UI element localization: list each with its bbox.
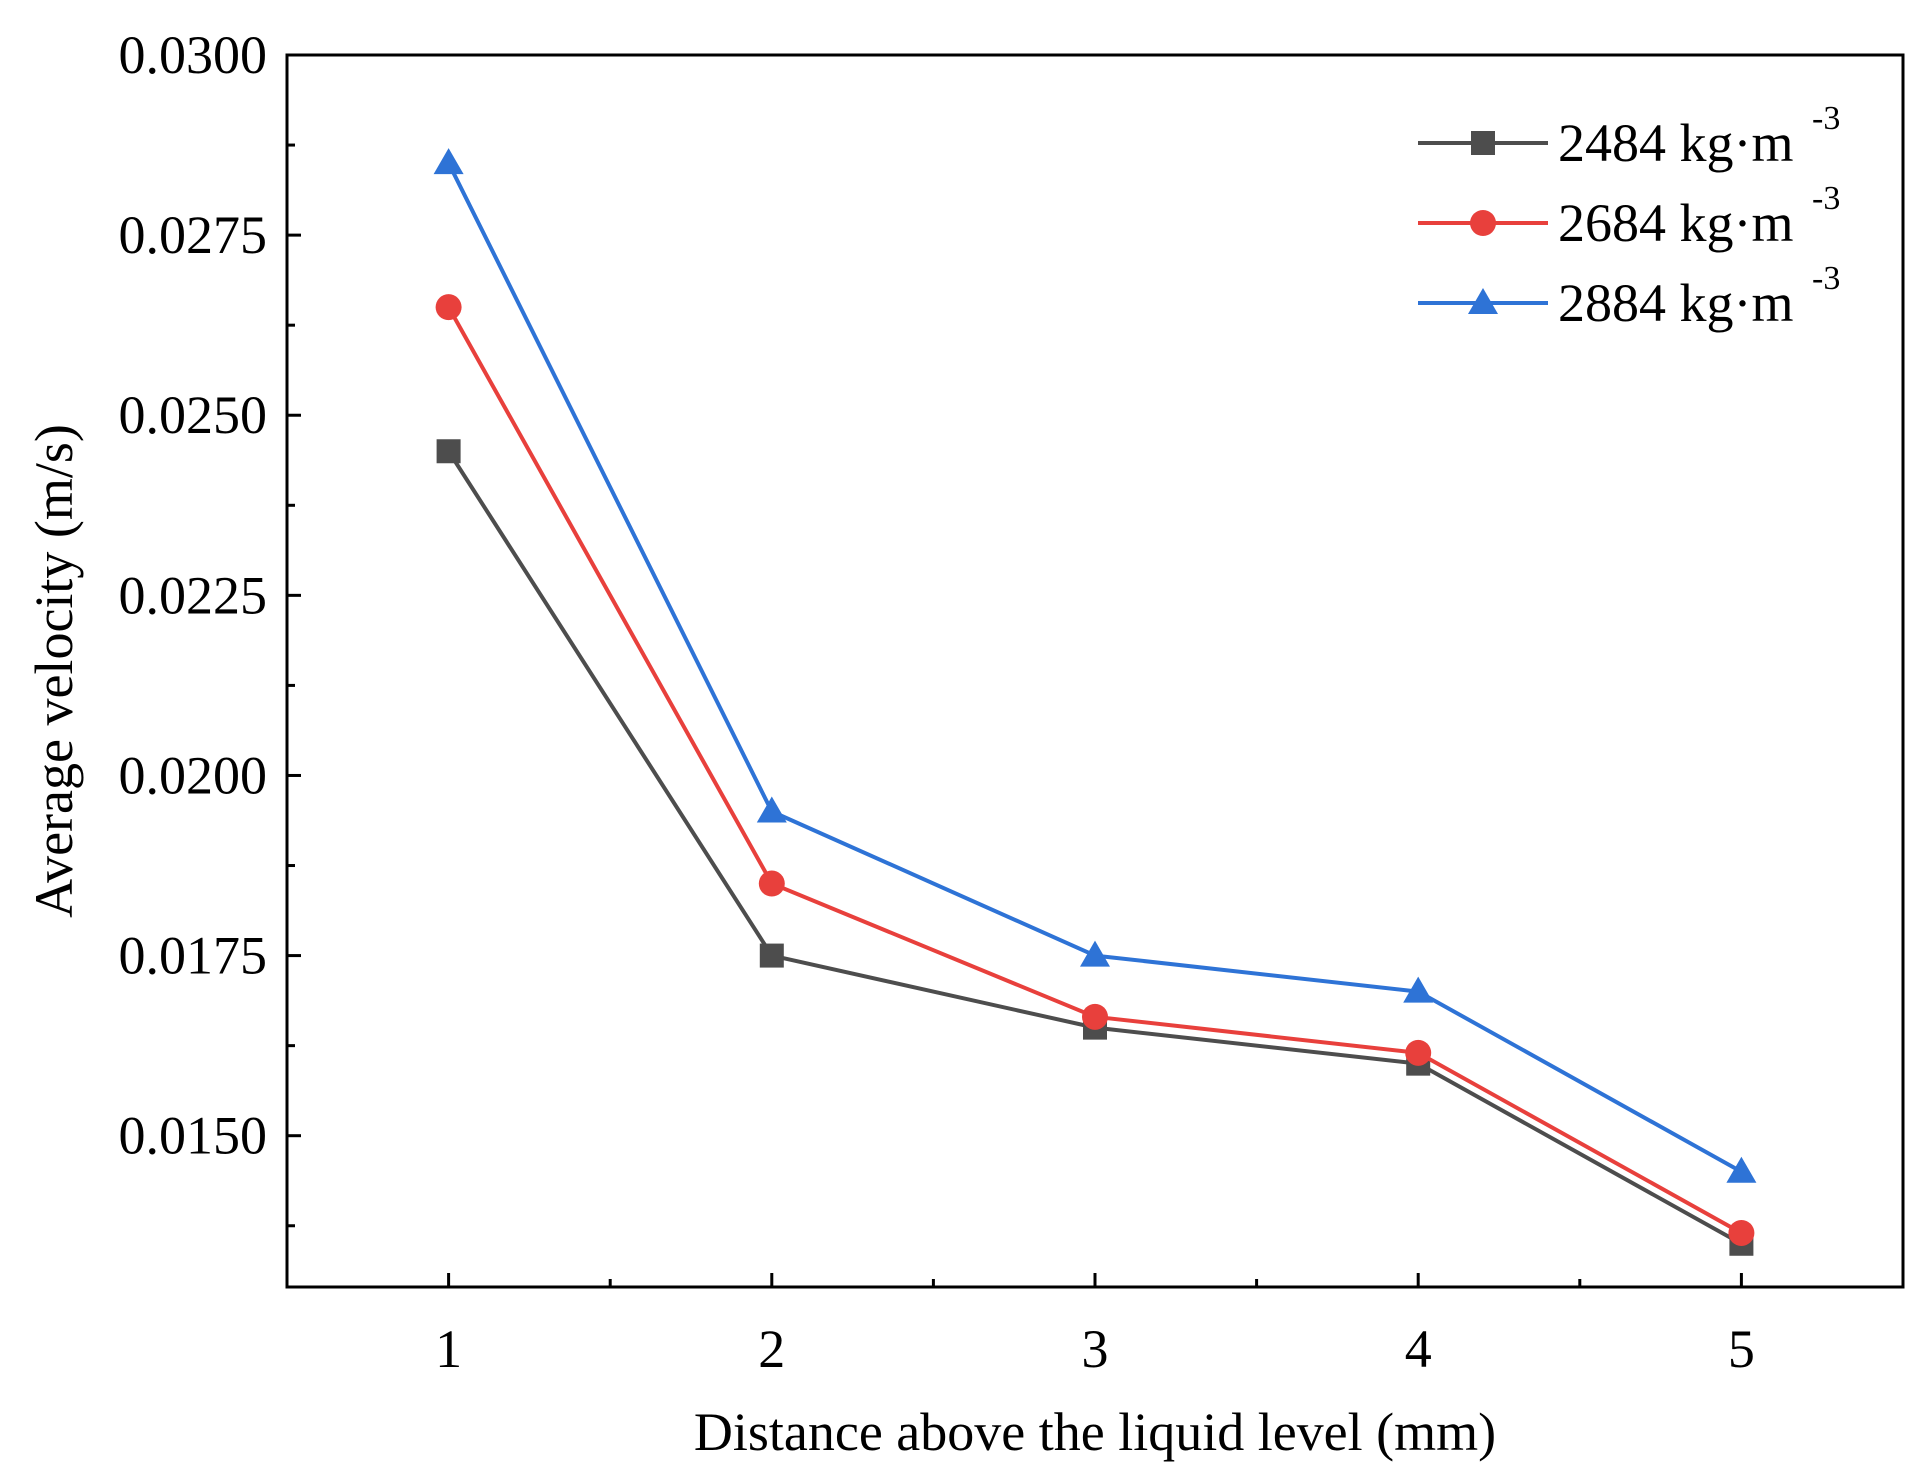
data-point <box>1082 1003 1108 1030</box>
data-point <box>1728 1219 1755 1246</box>
legend-label: 2484 kg·m <box>1558 113 1794 173</box>
data-point <box>1405 1039 1432 1066</box>
data-point <box>435 294 462 321</box>
legend-superscript: -3 <box>1812 260 1840 297</box>
series-line <box>446 306 1743 1235</box>
x-tick-label: 2 <box>758 1319 785 1379</box>
legend-item: 2884 kg·m -3 <box>1418 260 1840 333</box>
y-tick-label: 0.0150 <box>119 1106 268 1166</box>
legend-label: 2884 kg·m <box>1558 273 1794 333</box>
legend-item: 2484 kg·m -3 <box>1418 100 1840 173</box>
legend-label: 2684 kg·m <box>1558 193 1794 253</box>
series-3 <box>433 148 1757 1183</box>
y-tick-label: 0.0200 <box>119 745 268 805</box>
x-axis: 1 2 3 4 5 <box>435 1273 1755 1379</box>
data-point <box>433 148 464 175</box>
legend-swatch-marker <box>1468 288 1498 314</box>
x-axis-title: Distance above the liquid level (mm) <box>694 1402 1496 1462</box>
data-point <box>758 870 785 897</box>
legend-swatch-marker <box>1471 131 1495 155</box>
y-tick-label: 0.0300 <box>119 25 268 85</box>
x-tick-label: 1 <box>435 1319 462 1379</box>
data-point <box>1403 976 1434 1003</box>
series-2 <box>435 294 1755 1246</box>
y-axis: 0.0150 0.0175 0.0200 0.0225 0.0250 0.0275 0.03… <box>119 25 301 1228</box>
y-tick-label: 0.0250 <box>119 385 268 445</box>
legend-superscript: -3 <box>1812 180 1840 217</box>
legend-item: 2684 kg·m -3 <box>1418 180 1840 253</box>
y-tick-label: 0.0175 <box>119 926 268 986</box>
legend-superscript: -3 <box>1812 100 1840 137</box>
data-point <box>436 439 461 464</box>
series-1 <box>436 439 1754 1256</box>
series-layer <box>433 148 1757 1256</box>
legend-swatch-marker <box>1470 210 1496 236</box>
y-tick-label: 0.0275 <box>119 205 268 265</box>
data-point <box>1080 940 1110 967</box>
legend: 2484 kg·m -3 2684 kg·m -3 2884 kg·m -3 <box>1418 100 1840 333</box>
y-axis-title: Average velocity (m/s) <box>24 424 84 918</box>
data-point <box>759 943 784 968</box>
data-point <box>1726 1156 1757 1183</box>
data-point <box>756 796 787 823</box>
x-tick-label: 4 <box>1405 1319 1432 1379</box>
y-tick-label: 0.0225 <box>119 565 268 625</box>
x-tick-label: 5 <box>1728 1319 1755 1379</box>
x-tick-label: 3 <box>1082 1319 1109 1379</box>
